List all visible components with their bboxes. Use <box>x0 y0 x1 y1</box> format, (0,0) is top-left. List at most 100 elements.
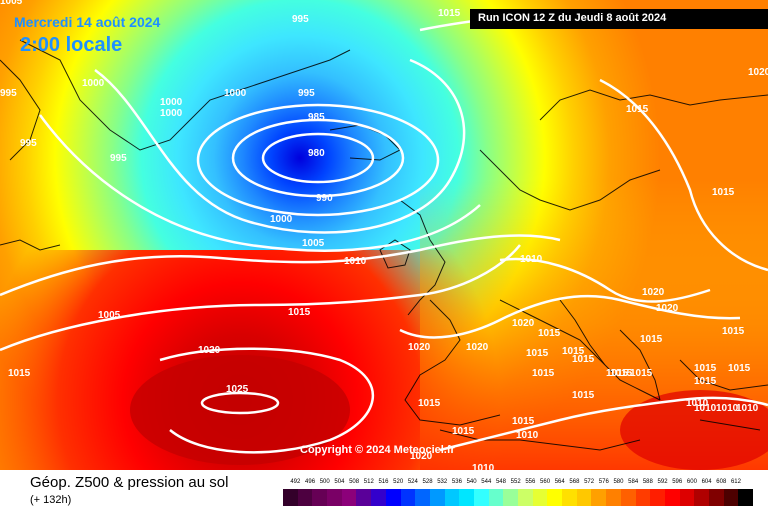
isobar-label: 1005 <box>98 310 121 321</box>
color-swatch <box>547 489 563 506</box>
isobar-label: 980 <box>308 148 325 159</box>
isobar-label: 1015 <box>712 187 735 198</box>
scale-tick-label: 528 <box>422 479 433 485</box>
isobar-label: 1015 <box>640 334 663 345</box>
isobar-label: 1010 <box>472 463 495 474</box>
isobar-label: 1015 <box>538 328 561 339</box>
isobar-label: 995 <box>298 88 315 99</box>
scale-tick-label: 544 <box>481 479 492 485</box>
color-swatch <box>635 489 651 506</box>
scale-tick-label: 592 <box>657 479 668 485</box>
isobar-label: 1020 <box>466 342 489 353</box>
color-swatch <box>591 489 607 506</box>
isobar-label: 1005 <box>302 238 325 249</box>
isobar-label: 1015 <box>418 398 441 409</box>
isobar-label: 1015 <box>694 376 717 387</box>
run-info-box: Run ICON 12 Z du Jeudi 8 août 2024 <box>470 9 768 29</box>
color-swatch <box>400 489 416 506</box>
forecast-local-time: 2:00 locale <box>20 34 123 56</box>
scale-tick-label: 608 <box>716 479 727 485</box>
isobar-label: 1015 <box>630 368 653 379</box>
color-swatch <box>576 489 592 506</box>
isobar-label: 1015 <box>572 390 595 401</box>
isobar-label: 1015 <box>438 8 461 19</box>
isobar-label: 1020 <box>656 303 679 314</box>
isobar-label: 1015 <box>526 348 549 359</box>
isobar-label: 1015 <box>626 104 649 115</box>
color-swatch <box>297 489 313 506</box>
isobar-label: 1005 <box>0 0 23 7</box>
isobar-label: 1025 <box>226 384 249 395</box>
isobar-label: 1020 <box>748 67 768 78</box>
scale-tick-label: 576 <box>598 479 609 485</box>
color-swatch <box>503 489 518 506</box>
color-swatch <box>723 489 739 506</box>
color-swatch <box>415 489 430 506</box>
isobar-label: 1000 <box>82 78 105 89</box>
isobar-label: 1015 <box>8 368 31 379</box>
isobar-label: 1000 <box>224 88 247 99</box>
isobar-label: 1000 <box>160 97 183 108</box>
color-scale <box>283 489 753 506</box>
color-swatch <box>562 489 577 506</box>
color-swatch <box>341 489 357 506</box>
isobar-label: 1010 <box>516 430 539 441</box>
scale-tick-label: 536 <box>451 479 462 485</box>
isobar-label: 1000 <box>270 214 293 225</box>
isobar-label: 995 <box>110 153 127 164</box>
isobar-label: 985 <box>308 112 325 123</box>
isobar-label: 1015 <box>610 368 633 379</box>
color-swatch <box>371 489 386 506</box>
scale-tick-label: 604 <box>701 479 712 485</box>
scale-tick-label: 580 <box>613 479 624 485</box>
scale-tick-label: 500 <box>319 479 330 485</box>
isobar-label: 995 <box>292 14 309 25</box>
color-swatch <box>488 489 504 506</box>
scale-tick-label: 568 <box>569 479 580 485</box>
isobar-label: 1010 <box>520 254 543 265</box>
isobar-label: 1020 <box>410 451 433 462</box>
lead-time: (+ 132h) <box>30 494 72 506</box>
scale-tick-label: 584 <box>628 479 639 485</box>
isobar-label: 1015 <box>288 307 311 318</box>
isobar-label: 1010 <box>736 403 759 414</box>
color-swatch <box>650 489 665 506</box>
map-title: Géop. Z500 & pression au sol <box>30 474 229 491</box>
isobar-label: 1010 <box>716 403 739 414</box>
scale-tick-label: 564 <box>554 479 565 485</box>
isobar-label: 1015 <box>532 368 555 379</box>
isobar-label: 1020 <box>198 345 221 356</box>
scale-tick-label: 552 <box>510 479 521 485</box>
color-swatch <box>283 489 298 506</box>
copyright: Copyright © 2024 Meteociel.fr <box>300 444 455 456</box>
scale-tick-label: 556 <box>525 479 536 485</box>
isobar-label: 1015 <box>512 416 535 427</box>
isobar-label: 1015 <box>572 354 595 365</box>
run-info: Run ICON 12 Z du Jeudi 8 août 2024 <box>478 12 667 24</box>
scale-tick-label: 504 <box>334 479 345 485</box>
scale-tick-label: 496 <box>305 479 316 485</box>
scale-tick-label: 512 <box>363 479 374 485</box>
color-swatch <box>473 489 489 506</box>
color-swatch <box>444 489 460 506</box>
scale-tick-label: 572 <box>584 479 595 485</box>
isobar-label: 1010 <box>686 398 709 409</box>
scale-tick-label: 520 <box>393 479 404 485</box>
scale-tick-label: 548 <box>495 479 506 485</box>
isobar-label: 1015 <box>606 368 629 379</box>
scale-tick-label: 596 <box>672 479 683 485</box>
color-swatch <box>356 489 372 506</box>
isobar-label: 1010 <box>694 403 717 414</box>
color-swatch <box>327 489 342 506</box>
isobar-label: 995 <box>20 138 37 149</box>
scale-tick-label: 560 <box>540 479 551 485</box>
color-swatch <box>312 489 328 506</box>
color-swatch <box>664 489 680 506</box>
color-swatch <box>606 489 621 506</box>
isobar-label: 1015 <box>452 426 475 437</box>
scale-tick-label: 532 <box>437 479 448 485</box>
isobar-label: 1020 <box>512 318 535 329</box>
color-scale-labels: 492 496 500 504 508 512 516 520 524 528 532 536 540 5… <box>283 479 753 489</box>
isobar-label: 1015 <box>722 326 745 337</box>
